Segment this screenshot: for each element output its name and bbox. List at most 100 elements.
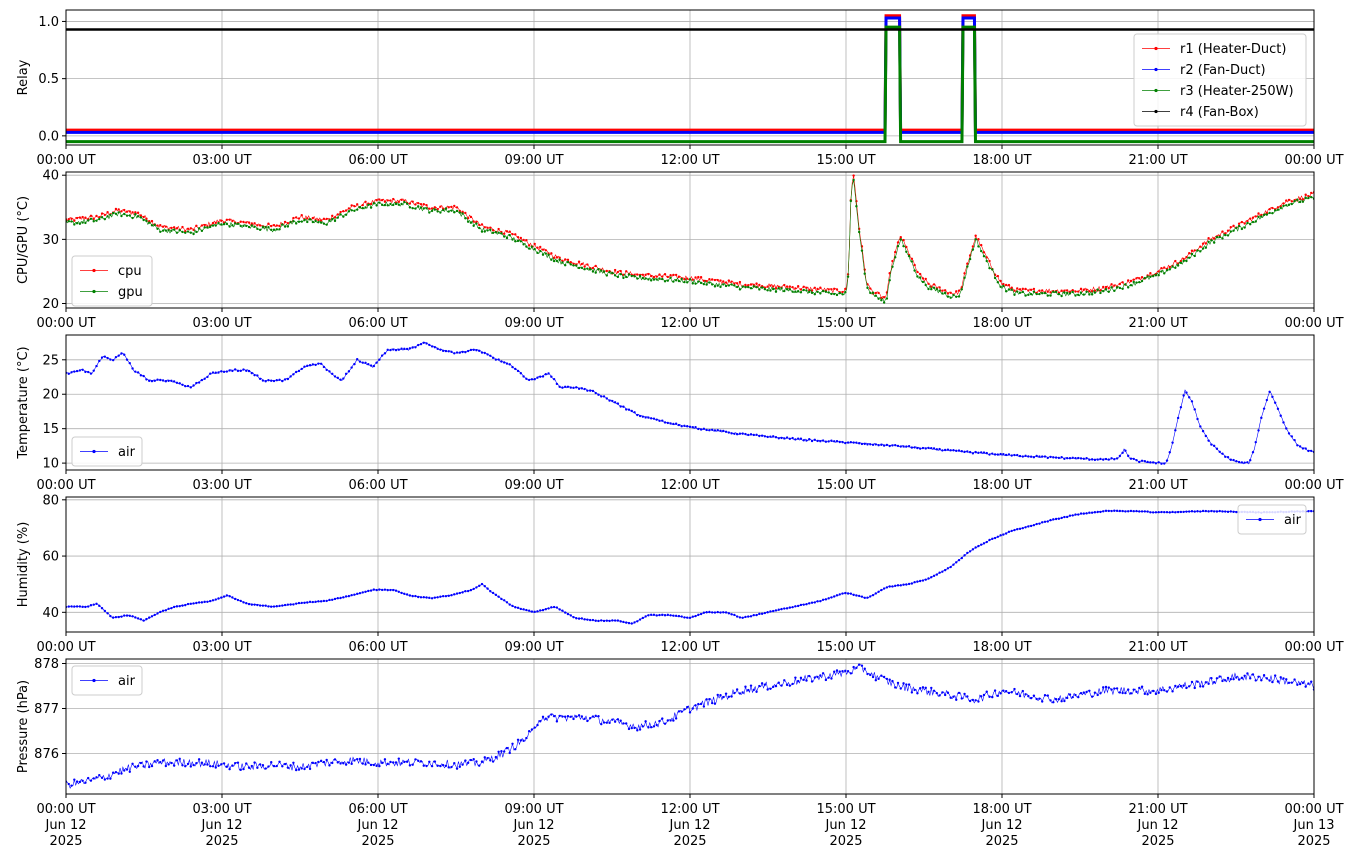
data-point: [339, 210, 342, 214]
data-point: [1240, 227, 1244, 231]
data-point: [1077, 513, 1080, 516]
data-point: [702, 282, 706, 286]
data-point: [300, 214, 303, 217]
data-point: [575, 617, 578, 620]
data-point: [417, 759, 420, 762]
data-point: [625, 275, 628, 279]
data-point: [539, 249, 542, 253]
data-point: [652, 725, 656, 728]
data-point: [436, 347, 439, 350]
x-tick-label: 18:00 UT: [972, 478, 1031, 493]
data-point: [81, 605, 84, 609]
data-point: [1210, 677, 1213, 680]
data-point: [930, 575, 933, 579]
data-point: [1027, 293, 1030, 297]
data-point: [383, 758, 387, 761]
data-point: [968, 550, 972, 553]
data-point: [1079, 691, 1083, 695]
data-point: [1032, 523, 1036, 527]
data-point: [444, 764, 448, 767]
data-point: [233, 368, 237, 371]
data-point: [1138, 280, 1141, 284]
data-point: [483, 351, 486, 355]
data-point: [1129, 279, 1133, 283]
data-point: [233, 761, 237, 765]
data-point: [1085, 290, 1088, 293]
data-point: [1024, 287, 1027, 291]
data-point: [1046, 694, 1049, 697]
data-point: [561, 259, 564, 262]
data-point: [78, 222, 82, 225]
data-point: [749, 287, 753, 290]
data-point: [666, 421, 670, 425]
data-point: [314, 761, 317, 765]
data-point: [622, 620, 625, 624]
data-point: [1285, 204, 1288, 207]
data-point: [1271, 395, 1274, 399]
data-point: [633, 411, 636, 414]
data-point: [508, 603, 511, 606]
data-point: [727, 284, 731, 287]
data-point: [677, 614, 681, 618]
data-point: [910, 582, 914, 585]
data-point: [708, 610, 711, 614]
data-point: [214, 766, 217, 769]
data-point: [733, 613, 736, 617]
data-point: [705, 280, 708, 283]
data-point: [217, 764, 220, 768]
data-point: [1190, 510, 1194, 513]
data-point: [539, 245, 542, 249]
x-tick-date-label: Jun 12: [825, 818, 867, 833]
data-point: [1218, 675, 1221, 678]
data-point: [153, 379, 156, 382]
data-point: [1149, 272, 1152, 275]
data-point: [1060, 456, 1063, 459]
data-point: [550, 375, 553, 378]
data-point: [1074, 513, 1077, 516]
data-point: [852, 178, 855, 182]
data-point: [588, 268, 592, 271]
data-point: [67, 782, 70, 786]
data-point: [153, 760, 156, 763]
data-point: [411, 206, 414, 210]
data-point: [586, 618, 589, 621]
data-point: [1021, 526, 1024, 530]
data-point: [699, 612, 703, 616]
data-point: [1010, 286, 1013, 289]
data-point: [308, 767, 312, 771]
data-point: [916, 580, 919, 583]
data-point: [103, 213, 107, 217]
data-point: [993, 689, 997, 692]
data-point: [419, 342, 423, 346]
legend-swatch-marker: [92, 449, 96, 454]
data-point: [955, 561, 958, 564]
data-point: [1157, 461, 1160, 464]
data-point: [1310, 195, 1313, 199]
data-point: [469, 348, 473, 352]
data-point: [880, 674, 883, 677]
data-point: [788, 606, 792, 609]
data-point: [539, 720, 542, 723]
data-point: [1207, 510, 1210, 513]
data-point: [719, 279, 722, 282]
data-point: [220, 596, 223, 599]
data-point: [278, 604, 281, 608]
data-point: [264, 767, 267, 770]
data-point: [236, 222, 240, 226]
data-point: [955, 290, 958, 293]
data-point: [683, 424, 686, 428]
data-point: [455, 767, 459, 770]
data-point: [1004, 532, 1008, 535]
y-axis-label: CPU/GPU (°C): [16, 196, 31, 284]
data-point: [519, 236, 523, 240]
data-point: [161, 229, 165, 232]
data-point: [608, 399, 611, 402]
data-point: [841, 293, 844, 296]
data-point: [181, 230, 184, 234]
data-point: [616, 718, 620, 721]
data-point: [1273, 674, 1277, 677]
x-tick-year-label: 2025: [829, 834, 862, 849]
data-point: [611, 718, 614, 721]
data-point: [75, 605, 79, 608]
data-point: [70, 371, 73, 374]
